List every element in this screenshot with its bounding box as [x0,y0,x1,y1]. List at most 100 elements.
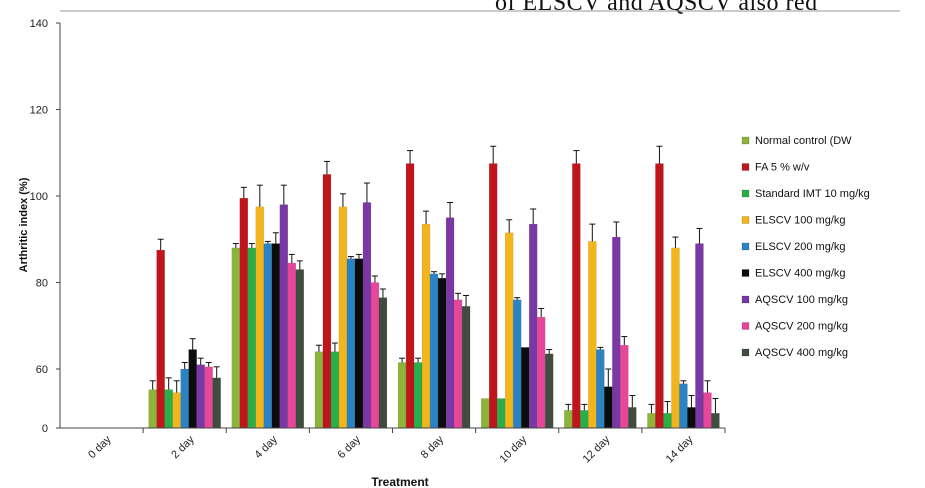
legend-label: ELSCV 100 mg/kg [755,215,846,227]
legend-label: AQSCV 100 mg/kg [755,294,848,306]
bar [504,232,514,429]
bar [453,299,463,429]
legend-swatch [741,163,750,171]
legend-swatch [741,295,750,304]
legend: Normal control (DW FA 5 % w/v Standard IMT… [741,135,870,359]
bar [445,217,455,429]
bar [354,258,364,429]
bar [196,364,205,429]
bar [496,398,506,429]
bar [255,206,265,429]
bar [647,413,656,429]
bar [655,163,664,429]
x-tick-label: 14 day [664,433,696,465]
bar [413,362,423,429]
bar [461,306,471,429]
bar [544,353,554,429]
y-tick-label: 100 [30,191,48,203]
legend-swatch [741,242,750,251]
bar [397,362,407,429]
bar [271,243,281,429]
bar [528,223,538,429]
y-tick-label: 0 [42,423,48,435]
bar [437,277,447,429]
bar [287,262,297,429]
bar [405,163,415,429]
x-tick-label: 6 day [336,433,364,461]
bar [703,392,712,429]
bar [148,389,157,429]
bar [572,163,581,429]
bar [711,413,720,429]
bar [370,282,380,429]
bar [695,243,704,429]
x-tick-label: 10 day [497,433,529,465]
bar [322,174,332,429]
bar [663,413,672,429]
y-tick-label: 60 [36,364,48,376]
x-tick-label: 4 day [252,433,280,461]
bar [596,349,605,429]
bar [346,258,356,429]
legend-label: Standard IMT 10 mg/kg [755,188,870,200]
bar [378,297,388,429]
legend-label: Normal control (DW [755,135,852,147]
legend-label: AQSCV 400 mg/kg [755,347,848,359]
legend-swatch [741,322,750,330]
bar [330,351,340,429]
x-axis-title: Treatment [371,475,428,488]
bar [263,243,273,429]
legend-swatch [741,136,750,145]
bar [172,392,181,429]
bar [488,163,498,429]
bar [204,366,213,429]
legend-label: AQSCV 200 mg/kg [755,321,848,333]
bar [687,407,696,429]
bar [231,247,241,429]
bar [164,389,173,429]
bar [247,247,257,429]
plot-area [148,145,720,429]
y-axis-title: Arthritic index (%) [18,177,30,272]
bar [295,269,305,429]
header-text: of ELSCV and AQSCV also red [495,0,818,16]
bar [279,204,289,429]
bar [580,410,589,429]
bar [239,197,249,429]
bar [628,407,637,429]
bar [156,249,165,429]
x-tick-label: 12 day [581,433,613,465]
bar [314,351,324,429]
bar [536,316,546,429]
x-tick-label: 2 day [169,433,197,461]
bar [588,241,597,429]
legend-swatch [741,216,750,224]
bar [612,236,621,429]
y-tick-label: 140 [30,18,48,30]
bar [520,347,530,429]
bar [362,202,372,429]
legend-swatch [741,269,750,277]
bar [421,223,431,429]
bar [512,299,522,429]
bar [188,349,197,429]
bar [679,383,688,429]
bar [620,344,629,429]
bar [671,247,680,429]
bar [338,206,348,429]
y-axis: 0 60 80 100 120 140 [30,18,61,435]
y-tick-label: 80 [36,278,48,290]
bar [480,398,490,429]
x-tick-label: 0 day [86,433,114,461]
bar [180,368,189,429]
x-tick-label: 8 day [419,433,447,461]
bar [604,386,613,429]
legend-label: FA 5 % w/v [755,162,810,174]
legend-swatch [741,348,750,357]
legend-label: ELSCV 400 mg/kg [755,268,846,280]
bar [212,377,221,429]
bar [429,273,439,429]
bar [564,410,573,429]
legend-label: ELSCV 200 mg/kg [755,241,846,253]
